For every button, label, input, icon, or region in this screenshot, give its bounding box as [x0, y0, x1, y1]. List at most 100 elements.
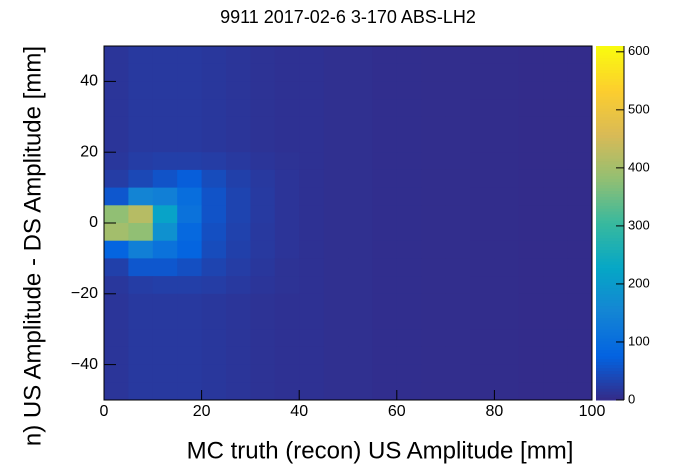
heat-cell: [470, 364, 495, 383]
heat-cell: [323, 258, 349, 277]
heat-cell: [396, 169, 422, 189]
heat-cell: [226, 240, 251, 259]
heat-cell: [494, 187, 520, 206]
heat-cell: [518, 169, 544, 189]
colorbar-segment: [596, 314, 624, 318]
colorbar-segment: [596, 358, 624, 363]
colorbar-segment: [596, 267, 624, 271]
heat-cell: [226, 169, 251, 189]
heat-cell: [104, 169, 129, 189]
heat-cell: [445, 329, 471, 348]
colorbar-segment: [596, 72, 624, 76]
heat-cell: [348, 205, 373, 224]
heat-cell: [470, 116, 495, 135]
heat-cell: [250, 276, 276, 295]
heat-cell: [494, 205, 520, 224]
colorbar-segment: [596, 308, 624, 312]
heat-cell: [494, 116, 520, 135]
heat-cell: [348, 223, 373, 242]
heat-cell: [250, 169, 276, 189]
heat-cell: [543, 346, 569, 366]
heat-cell: [445, 240, 471, 259]
heat-cell: [567, 329, 593, 348]
heat-cell: [201, 346, 227, 366]
heat-cell: [299, 240, 325, 259]
heat-cell: [396, 63, 422, 82]
heat-cell: [543, 152, 569, 171]
colorbar-segment: [596, 105, 624, 109]
heat-cell: [396, 116, 422, 135]
heat-cell: [250, 134, 276, 153]
heat-cell: [250, 382, 276, 401]
heat-cell: [152, 258, 178, 277]
colorbar-segment: [596, 146, 624, 150]
heat-cell: [494, 311, 520, 330]
heat-cell: [567, 346, 593, 366]
heat-cell: [494, 240, 520, 259]
colorbar-segment: [596, 276, 624, 280]
heat-cell: [201, 240, 227, 259]
heat-cell: [518, 258, 544, 277]
heat-cell: [445, 382, 471, 401]
heat-cell: [567, 46, 593, 65]
heat-cell: [152, 382, 178, 401]
heat-cell: [299, 311, 325, 330]
colorbar-segment: [596, 240, 624, 245]
colorbar-segment: [596, 113, 624, 118]
heat-cell: [421, 258, 447, 277]
heat-cell: [177, 382, 203, 401]
heat-cell: [372, 99, 398, 118]
heat-cell: [128, 382, 154, 401]
heat-cell: [128, 205, 154, 224]
heat-cell: [177, 152, 203, 171]
colorbar-segment: [596, 208, 624, 212]
heat-cell: [104, 81, 129, 100]
colorbar-segment: [596, 193, 624, 197]
heat-cell: [421, 223, 447, 242]
heat-cell: [201, 329, 227, 348]
heat-cell: [226, 134, 251, 153]
heat-cell: [274, 99, 300, 118]
heat-cell: [152, 223, 178, 242]
heat-cell: [177, 205, 203, 224]
heat-cell: [518, 364, 544, 383]
heat-cell: [567, 134, 593, 153]
heat-cell: [201, 311, 227, 330]
colorbar-segment: [596, 134, 624, 138]
z-tick-label: 100: [628, 333, 650, 348]
colorbar-segment: [596, 90, 624, 94]
colorbar-segment: [596, 258, 624, 262]
heat-cell: [250, 329, 276, 348]
colorbar-segment: [596, 352, 624, 357]
heat-cell: [543, 311, 569, 330]
colorbar-segment: [596, 63, 624, 68]
heat-cell: [348, 134, 373, 153]
heat-cell: [226, 293, 251, 312]
heat-cell: [104, 258, 129, 277]
heat-cell: [445, 364, 471, 383]
heat-cell: [128, 81, 154, 100]
heat-cell: [518, 187, 544, 206]
heat-cell: [470, 346, 495, 366]
heat-cell: [104, 364, 129, 383]
colorbar-segment: [596, 317, 624, 321]
heat-cell: [494, 46, 520, 65]
colorbar-segment: [596, 346, 624, 351]
colorbar-segment: [596, 397, 624, 401]
colorbar-segment: [596, 211, 624, 215]
heat-cell: [445, 293, 471, 312]
heat-cell: [543, 99, 569, 118]
colorbar-segment: [596, 323, 624, 327]
colorbar-segment: [596, 205, 624, 209]
heat-cell: [323, 276, 349, 295]
heat-cell: [494, 346, 520, 366]
colorbar-segment: [596, 311, 624, 315]
heat-cell: [299, 293, 325, 312]
heat-cell: [152, 240, 178, 259]
heat-cell: [177, 169, 203, 189]
chart-title: 9911 2017-02-6 3-170 ABS-LH2: [220, 7, 476, 27]
heat-cell: [226, 258, 251, 277]
heat-cell: [494, 152, 520, 171]
colorbar-segment: [596, 373, 624, 377]
